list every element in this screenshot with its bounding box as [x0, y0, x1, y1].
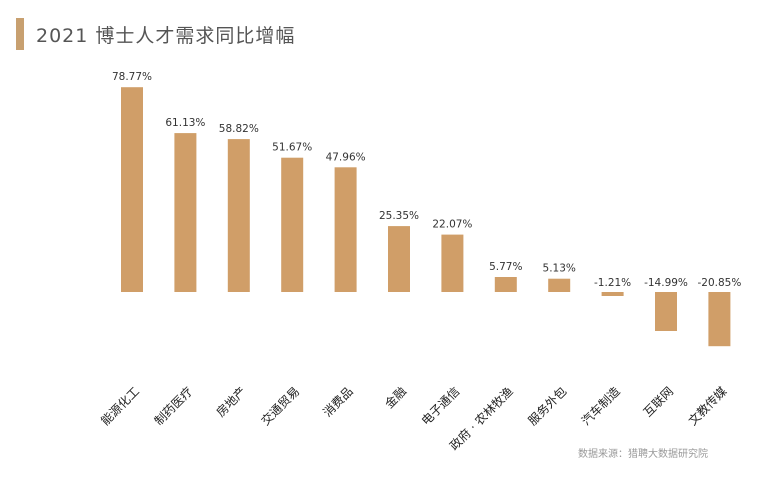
- category-label-10: 互联网: [641, 384, 676, 419]
- value-label-11: -20.85%: [697, 277, 741, 289]
- value-label-7: 5.77%: [489, 261, 522, 273]
- category-label-3: 交通贸易: [258, 384, 303, 429]
- bar-5: [388, 226, 410, 292]
- category-label-1: 制药医疗: [152, 384, 196, 428]
- value-label-5: 25.35%: [379, 210, 419, 222]
- category-label-11: 文教传媒: [685, 384, 730, 429]
- value-label-9: -1.21%: [594, 277, 631, 289]
- bar-11: [708, 292, 731, 347]
- data-source: 数据来源：猎聘大数据研究院: [578, 449, 708, 460]
- bar-8: [548, 278, 571, 292]
- bar-0: [121, 87, 143, 292]
- bar-10: [655, 292, 677, 331]
- category-label-8: 服务外包: [525, 384, 570, 429]
- value-label-4: 47.96%: [326, 151, 366, 163]
- category-label-9: 汽车制造: [578, 384, 623, 429]
- bar-9: [601, 292, 624, 296]
- title-accent-bar: [16, 18, 24, 50]
- value-label-1: 61.13%: [165, 117, 205, 129]
- bar-4: [334, 167, 357, 292]
- value-label-0: 78.77%: [112, 71, 152, 83]
- bar-3: [281, 157, 304, 292]
- value-label-2: 58.82%: [219, 123, 259, 135]
- bar-2: [227, 139, 250, 292]
- value-label-6: 22.07%: [432, 219, 472, 231]
- bar-1: [174, 133, 197, 292]
- value-label-8: 5.13%: [543, 263, 576, 275]
- value-label-10: -14.99%: [644, 277, 688, 289]
- category-label-0: 能源化工: [98, 384, 142, 428]
- category-label-2: 房地产: [213, 384, 249, 420]
- category-label-4: 消费品: [320, 384, 355, 419]
- bar-6: [441, 234, 464, 292]
- bar-7: [494, 277, 517, 292]
- chart-title: 2021 博士人才需求同比增幅: [36, 25, 296, 47]
- category-label-6: 电子通信: [419, 384, 463, 428]
- category-label-5: 金融: [382, 384, 410, 412]
- value-label-3: 51.67%: [272, 142, 312, 154]
